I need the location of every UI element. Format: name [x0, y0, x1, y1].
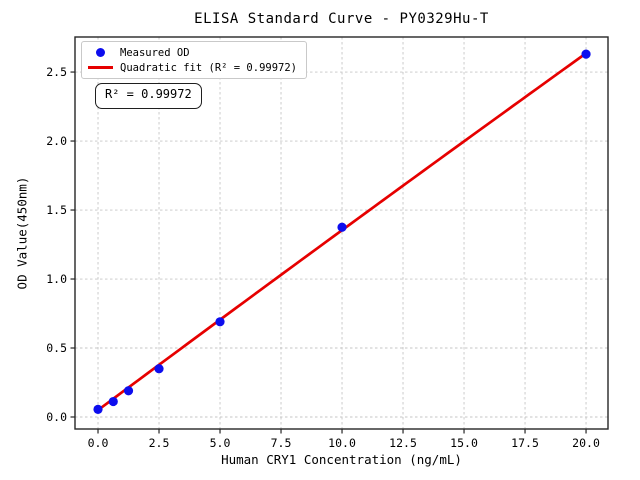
legend-label-measured-od: Measured OD: [120, 46, 190, 59]
y-tick-label: 2.5: [46, 65, 67, 79]
x-tick-label: 20.0: [572, 436, 600, 450]
x-tick-label: 17.5: [511, 436, 539, 450]
data-point: [581, 49, 591, 59]
legend-item-quadratic-fit: Quadratic fit (R² = 0.99972): [87, 60, 297, 75]
x-tick-label: 2.5: [149, 436, 170, 450]
legend: Measured OD Quadratic fit (R² = 0.99972): [81, 41, 308, 79]
data-point: [154, 364, 164, 374]
scatter-marker-icon: [96, 48, 105, 57]
data-point: [215, 317, 225, 327]
x-tick-label: 10.0: [328, 436, 356, 450]
r-squared-annotation: R² = 0.99972: [95, 83, 202, 109]
legend-marker-cell: [87, 48, 114, 57]
tick-labels: 0.0 2.5 5.0 7.5 10.0 12.5 15.0 17.5 20.0 0.0 0.5 1.…: [46, 65, 600, 450]
plot-frame: [74, 36, 609, 430]
legend-item-measured-od: Measured OD: [87, 45, 297, 60]
y-tick-label: 0.0: [46, 410, 67, 424]
y-axis-label: OD Value(450nm): [14, 176, 30, 290]
x-tick-label: 5.0: [210, 436, 231, 450]
data-point: [108, 396, 118, 407]
line-marker-icon: [88, 66, 113, 69]
legend-label-quadratic-fit: Quadratic fit (R² = 0.99972): [120, 61, 298, 74]
y-tick-label: 2.0: [46, 134, 67, 148]
data-point: [93, 404, 103, 415]
axis-ticks: [70, 71, 587, 434]
y-tick-label: 0.5: [46, 341, 67, 355]
y-tick-label: 1.0: [46, 272, 67, 286]
x-tick-label: 7.5: [271, 436, 292, 450]
x-tick-label: 12.5: [389, 436, 417, 450]
x-tick-label: 15.0: [450, 436, 478, 450]
y-tick-label: 1.5: [46, 203, 67, 217]
legend-marker-cell: [87, 66, 114, 69]
grid-lines: [75, 37, 608, 429]
data-point: [123, 386, 134, 396]
chart-title: ELISA Standard Curve - PY0329Hu-T: [194, 11, 489, 27]
x-tick-label: 0.0: [88, 436, 109, 450]
data-points: [93, 49, 591, 415]
data-point: [337, 222, 347, 232]
x-axis-label: Human CRY1 Concentration (ng/mL): [221, 452, 462, 467]
